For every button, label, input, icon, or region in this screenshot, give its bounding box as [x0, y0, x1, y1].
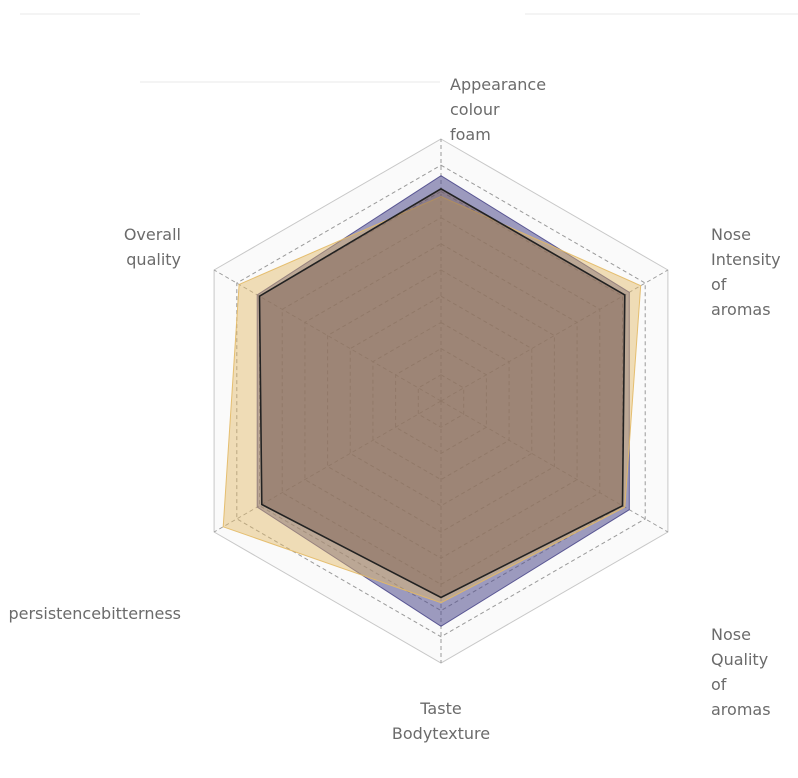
radar-series — [222, 175, 642, 627]
series-outline — [258, 187, 626, 599]
axis-label-line: foam — [450, 125, 491, 144]
axis-label-line: Appearance — [450, 75, 546, 94]
series-area-1 — [256, 175, 630, 627]
axis-label-line: Nose — [711, 625, 751, 644]
axis-labels: Appearance colour foam Nose Intensity of aroma… — [8, 75, 780, 743]
grid-ring — [236, 164, 646, 638]
axis-label-line: of — [711, 675, 727, 694]
axis-label-line: Taste — [419, 699, 461, 718]
axis-label-4: Taste Bodytexture — [392, 699, 490, 743]
chart-frame-lines — [20, 13, 798, 83]
axis-label-1: Appearance colour foam — [450, 75, 546, 144]
axis-label-line: persistencebitterness — [8, 604, 181, 623]
series-area-2 — [222, 196, 642, 604]
axis-label-line: quality — [126, 250, 181, 269]
axis-label-3: Nose Quality of aromas — [711, 625, 771, 719]
axis-label-line: Nose — [711, 225, 751, 244]
axis-label-line: of — [711, 275, 727, 294]
axis-label-line: aromas — [711, 300, 771, 319]
axis-label-6: Overall quality — [124, 225, 181, 269]
axis-label-line: Overall — [124, 225, 181, 244]
axis-label-2: Nose Intensity of aromas — [711, 225, 781, 319]
axis-label-line: Quality — [711, 650, 768, 669]
axis-label-line: colour — [450, 100, 500, 119]
axis-label-line: aromas — [711, 700, 771, 719]
axis-label-line: Intensity — [711, 250, 781, 269]
axis-label-5: persistencebitterness — [8, 604, 181, 623]
axis-label-line: Bodytexture — [392, 724, 490, 743]
